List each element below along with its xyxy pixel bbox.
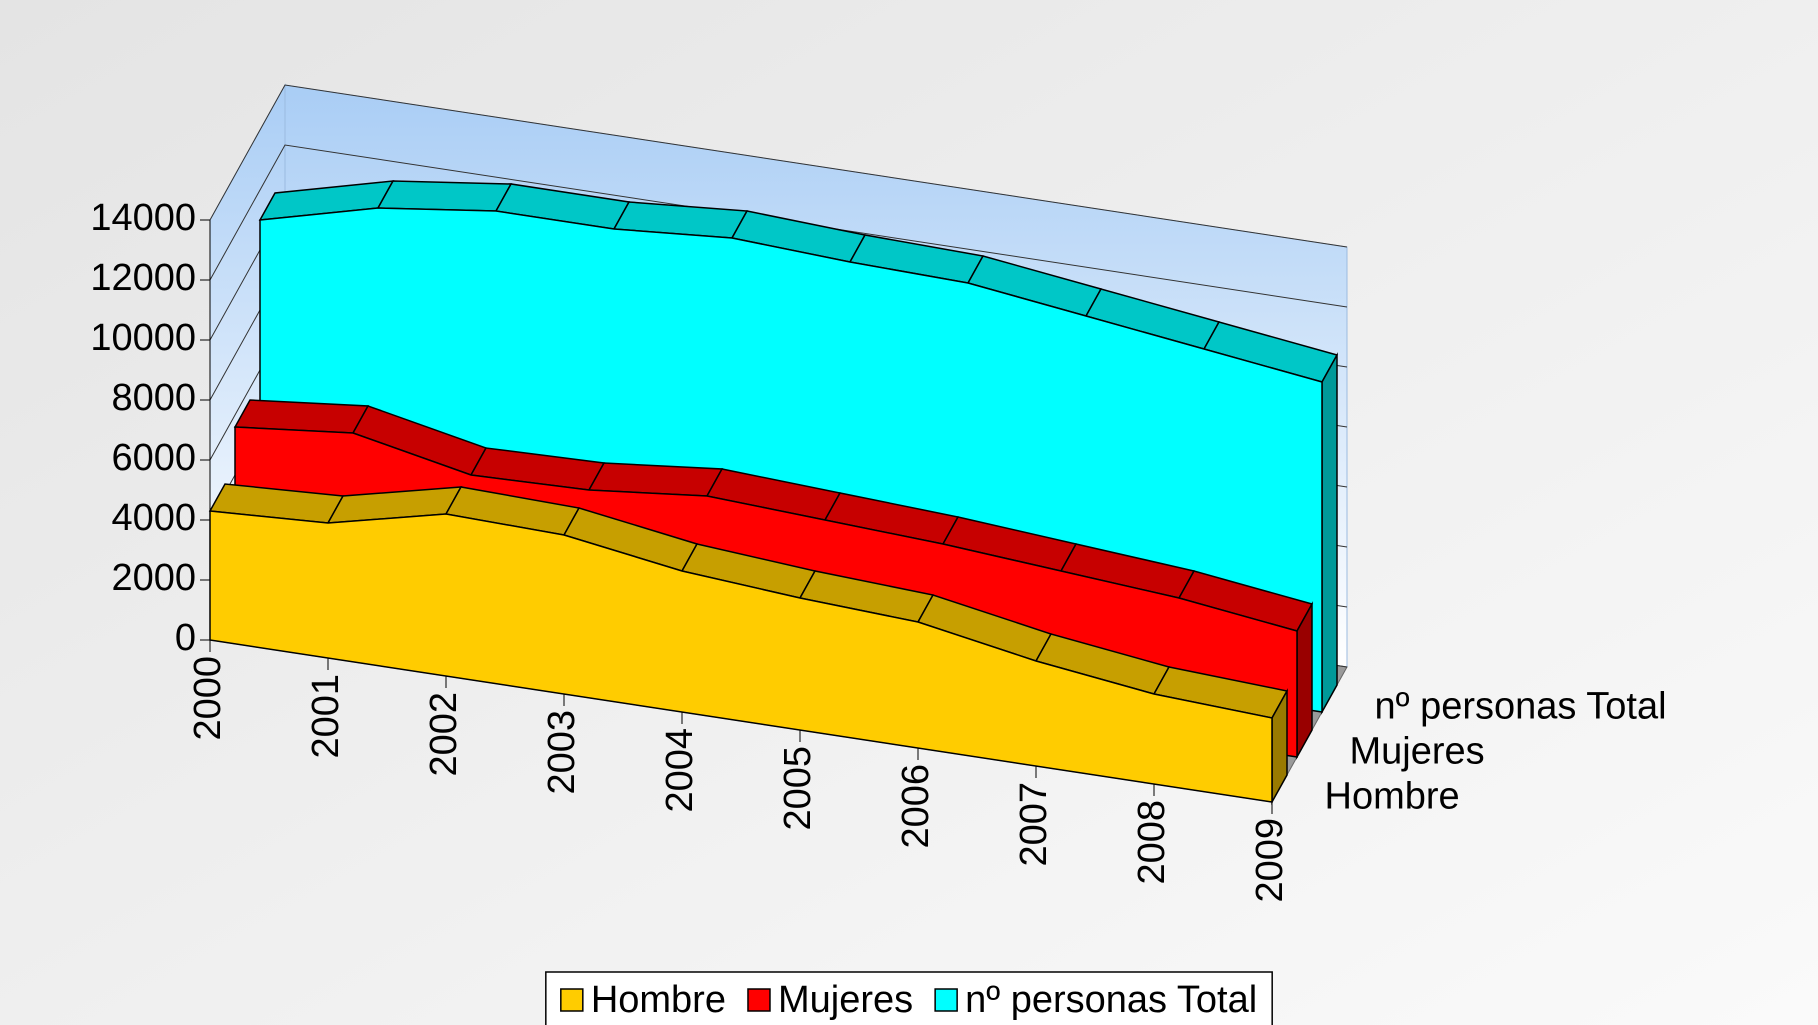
grid-line	[209, 144, 1348, 308]
legend-label: Hombre	[591, 979, 726, 1021]
legend: Hombre Mujeres nº personas Total	[545, 971, 1273, 1025]
depth-label: Mujeres	[1350, 731, 1485, 773]
y-tick-label: 10000	[90, 317, 196, 359]
depth-label: Hombre	[1325, 776, 1460, 818]
x-tick-label: 2007	[1013, 782, 1055, 867]
y-tick-label: 8000	[111, 377, 196, 419]
x-tick-label: 2009	[1249, 818, 1291, 903]
legend-swatch	[560, 988, 584, 1012]
legend-swatch	[934, 988, 958, 1012]
x-tick-label: 2006	[895, 764, 937, 849]
x-tick-label: 2001	[305, 674, 347, 759]
y-tick-label: 12000	[90, 257, 196, 299]
grid-line	[209, 84, 1348, 248]
area-end-face	[1296, 601, 1313, 760]
y-tick-label: 6000	[111, 437, 196, 479]
legend-label: nº personas Total	[965, 979, 1257, 1021]
x-tick-label: 2004	[659, 728, 701, 813]
x-tick-label: 2008	[1131, 800, 1173, 885]
y-tick-label: 14000	[90, 197, 196, 239]
y-tick-label: 0	[175, 617, 196, 659]
x-tick-label: 2000	[187, 656, 229, 741]
y-tick-label: 2000	[111, 557, 196, 599]
x-tick-label: 2005	[777, 746, 819, 831]
y-tick-label: 4000	[111, 497, 196, 539]
x-tick-label: 2002	[423, 692, 465, 777]
x-tick-label: 2003	[541, 710, 583, 795]
depth-label: nº personas Total	[1375, 686, 1667, 728]
legend-label: Mujeres	[778, 979, 913, 1021]
legend-swatch	[747, 988, 771, 1012]
legend-box	[545, 971, 1273, 1025]
area-end-face	[1321, 352, 1338, 715]
area-top-ribbon	[376, 180, 513, 212]
